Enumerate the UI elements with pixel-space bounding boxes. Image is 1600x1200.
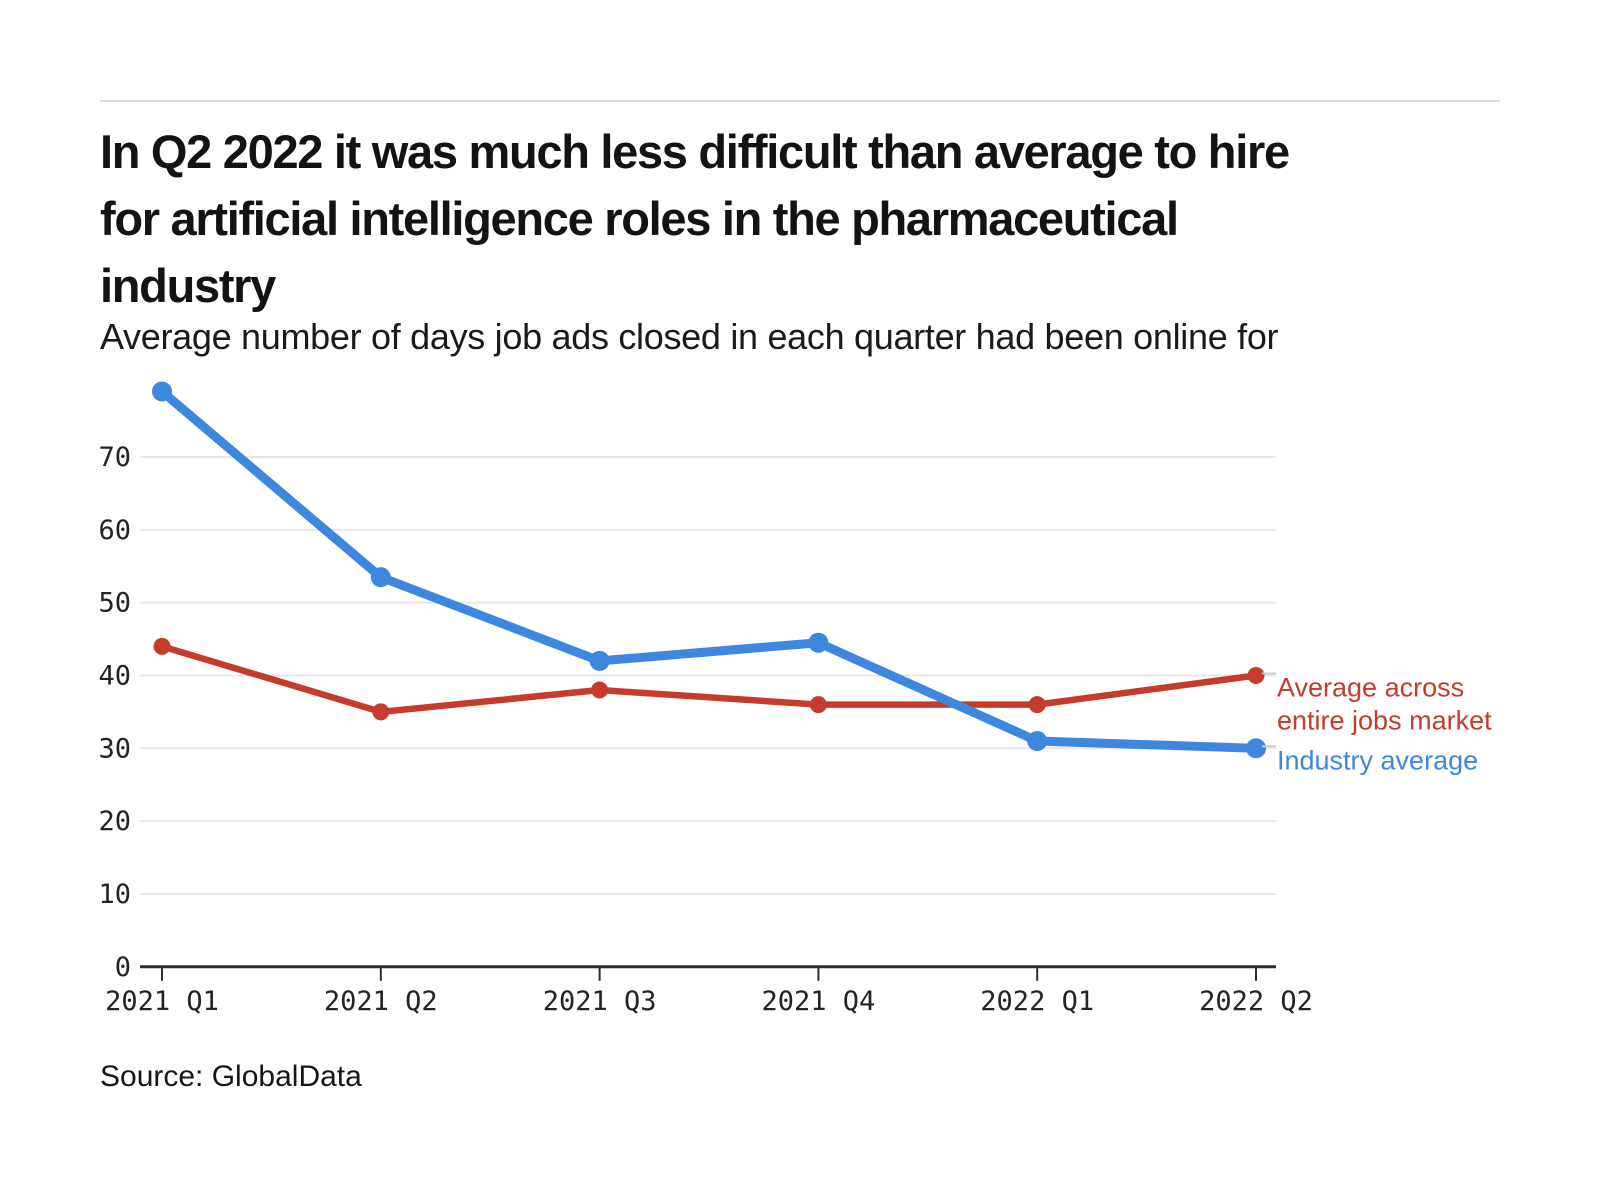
x-tick-label: 2022 Q2 [1199,986,1313,1017]
y-tick-label: 10 [98,879,131,910]
y-tick-label: 20 [98,806,131,837]
data-point [1028,696,1046,714]
chart-title: In Q2 2022 it was much less difficult th… [100,118,1500,319]
y-tick-label: 50 [98,588,131,619]
x-tick-label: 2021 Q1 [105,986,219,1017]
data-point [589,650,610,671]
data-point [372,703,390,721]
series-line [158,643,1260,716]
x-tick-label: 2021 Q4 [762,986,876,1017]
data-point [1247,666,1265,684]
x-tick-label: 2021 Q2 [324,986,438,1017]
chart-title-line-2: for artificial intelligence roles in the… [100,192,1179,245]
data-point [808,632,829,653]
legend-label: entire jobs market [1277,705,1492,735]
x-tick-label: 2022 Q1 [980,986,1094,1017]
data-point [809,696,827,714]
data-point [1027,731,1048,752]
legend-label: Average across [1277,672,1464,702]
data-point [152,381,172,402]
top-divider [100,100,1500,102]
chart-subtitle: Average number of days job ads closed in… [100,316,1279,357]
data-point [153,637,171,655]
y-tick-label: 40 [98,660,131,691]
data-point [591,681,609,699]
data-point [370,567,391,588]
y-tick-label: 70 [98,442,131,473]
data-point [1246,738,1266,759]
chart-title-line-1: In Q2 2022 it was much less difficult th… [100,125,1290,178]
x-tick-label: 2021 Q3 [543,986,657,1017]
source-note: Source: GlobalData [100,1060,362,1093]
legend-label: Industry average [1277,745,1478,775]
y-tick-label: 60 [98,515,131,546]
y-tick-label: 0 [115,952,131,983]
y-tick-label: 30 [98,733,131,764]
chart-title-line-3: industry [100,259,276,312]
series-line [157,386,1261,753]
